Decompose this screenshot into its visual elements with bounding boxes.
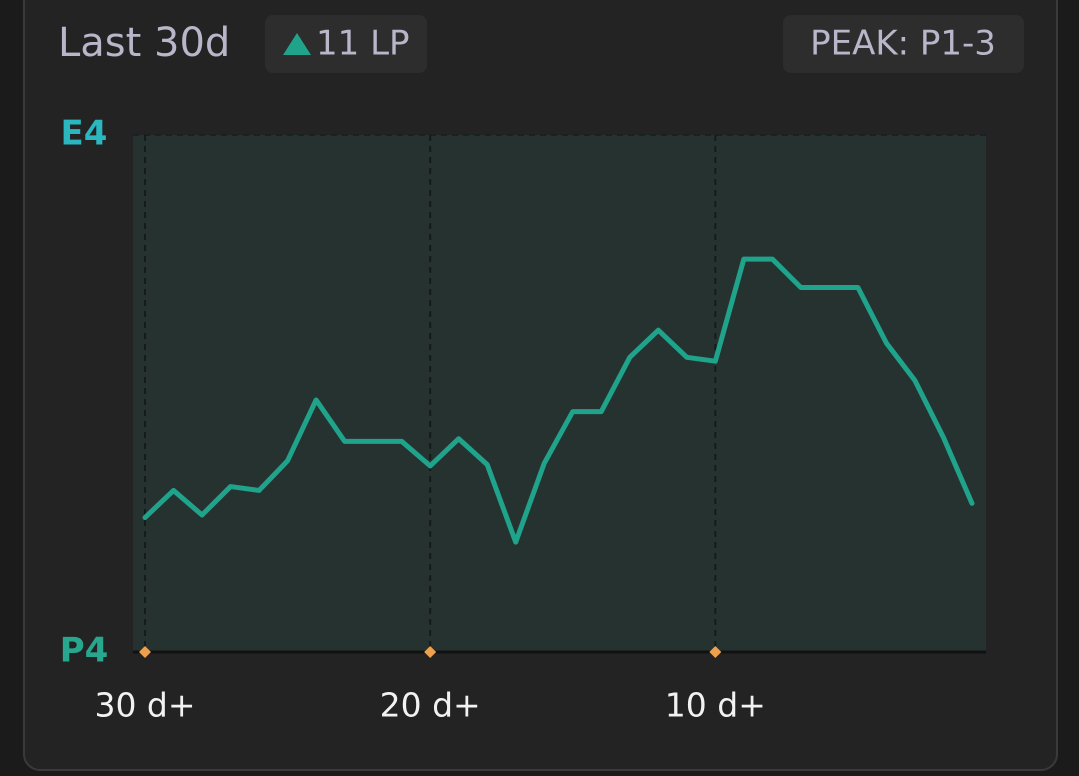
peak-rank: PEAK: P1-3 (810, 24, 996, 64)
x-tick-label: 10 d+ (665, 686, 766, 725)
x-tick-label: 20 d+ (380, 686, 481, 725)
x-tick-marker (139, 646, 151, 658)
lp-badge (265, 15, 427, 73)
up-arrow (283, 33, 311, 55)
lp-change: 11 LP (316, 24, 410, 64)
peak-badge (783, 15, 1024, 73)
plot-area (133, 135, 986, 652)
x-tick-marker (424, 646, 437, 658)
x-tick-label: 30 d+ (94, 686, 195, 725)
x-tick-marker (709, 646, 722, 658)
title: Last 30d (58, 20, 230, 66)
y-tick-label: P4 (60, 631, 109, 671)
lp-line (142, 256, 975, 545)
y-tick-label: E4 (61, 114, 108, 154)
